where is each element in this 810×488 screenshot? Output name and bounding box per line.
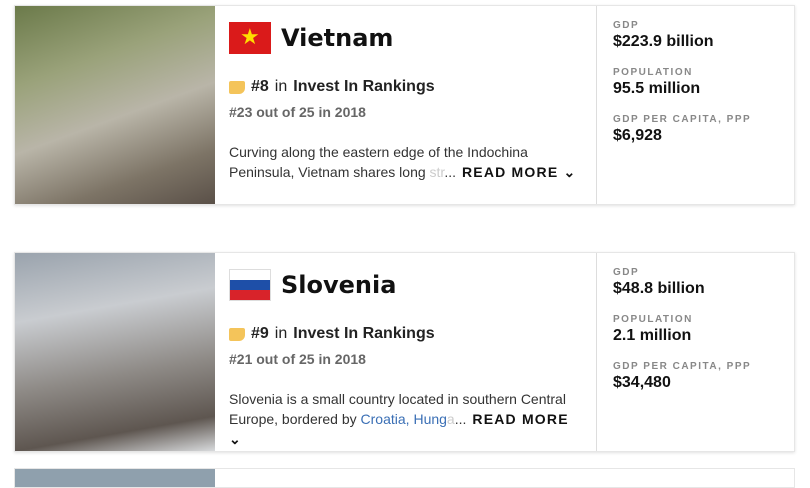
country-card-slovenia[interactable]: Slovenia #9 in Invest In Rankings #21 out … [14, 252, 795, 452]
badge-icon [229, 327, 245, 341]
gdp-per-capita-value: $6,928 [613, 127, 662, 144]
vietnam-flag-icon: ★ [229, 22, 271, 54]
previous-rank: #23 out of 25 in 2018 [229, 104, 366, 120]
slovenia-flag-icon [229, 269, 271, 301]
previous-rank: #21 out of 25 in 2018 [229, 351, 366, 367]
rank-number: #8 [251, 78, 269, 95]
read-more-button[interactable]: READ MORE ⌄ [462, 164, 577, 180]
badge-icon [229, 80, 245, 94]
country-card-vietnam[interactable]: ★ Vietnam #8 in Invest In Rankings #23 out… [14, 5, 795, 205]
description: Slovenia is a small country located in s… [229, 391, 569, 447]
gdp-label: GDP [613, 267, 640, 278]
population-label: POPULATION [613, 314, 693, 325]
population-value: 2.1 million [613, 327, 692, 344]
ranking-link[interactable]: Invest In Rankings [293, 78, 435, 95]
gdp-per-capita-label: GDP PER CAPITA, PPP [613, 114, 752, 125]
population-label: POPULATION [613, 67, 693, 78]
croatia-link[interactable]: Croatia [360, 411, 406, 427]
rank-in: in [274, 325, 288, 342]
stats-panel: GDP $223.9 billion POPULATION 95.5 million… [596, 6, 794, 204]
ranking-link[interactable]: Invest In Rankings [293, 325, 435, 342]
population-value: 95.5 million [613, 80, 701, 97]
description: Curving along the eastern edge of the In… [229, 144, 577, 180]
rank-number: #9 [251, 325, 269, 342]
country-card-next[interactable] [14, 468, 795, 488]
read-more-button[interactable]: READ MORE ⌄ [229, 411, 569, 447]
country-name[interactable]: Vietnam [281, 24, 394, 52]
gdp-value: $223.9 billion [613, 33, 714, 50]
gdp-label: GDP [613, 20, 640, 31]
stats-panel: GDP $48.8 billion POPULATION 2.1 million G… [596, 253, 794, 451]
country-name[interactable]: Slovenia [281, 271, 397, 299]
gdp-per-capita-label: GDP PER CAPITA, PPP [613, 361, 752, 372]
gdp-per-capita-value: $34,480 [613, 374, 671, 391]
gdp-value: $48.8 billion [613, 280, 705, 297]
hungary-link[interactable]: Hung [413, 411, 447, 427]
slovenia-photo [15, 253, 215, 451]
rank-in: in [274, 78, 288, 95]
vietnam-photo [15, 6, 215, 204]
